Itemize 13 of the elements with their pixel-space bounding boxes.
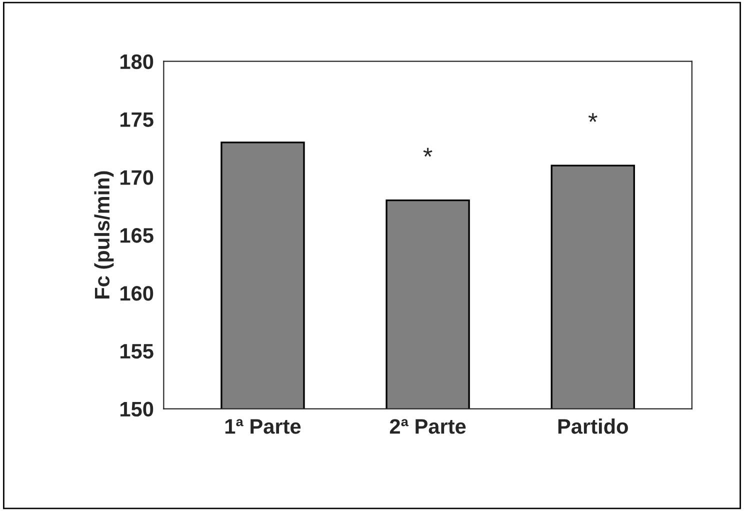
x-tick-label: 1ª Parte [225,419,301,434]
y-axis-title: Fc (puls/min) [94,171,114,298]
annotation: * [588,113,598,122]
y-tick-label: 155 [120,344,154,359]
y-tick-label: 165 [120,228,154,243]
annotation: * [423,148,432,157]
x-tick-label: 2ª Parte [390,419,466,434]
y-tick-label: 160 [120,286,154,301]
x-tick-label: Partido [558,418,628,434]
y-tick-label: 150 [120,402,154,417]
y-tick-label: 170 [120,170,154,185]
y-tick-label: 180 [120,54,154,70]
y-tick-label: 175 [120,112,154,127]
